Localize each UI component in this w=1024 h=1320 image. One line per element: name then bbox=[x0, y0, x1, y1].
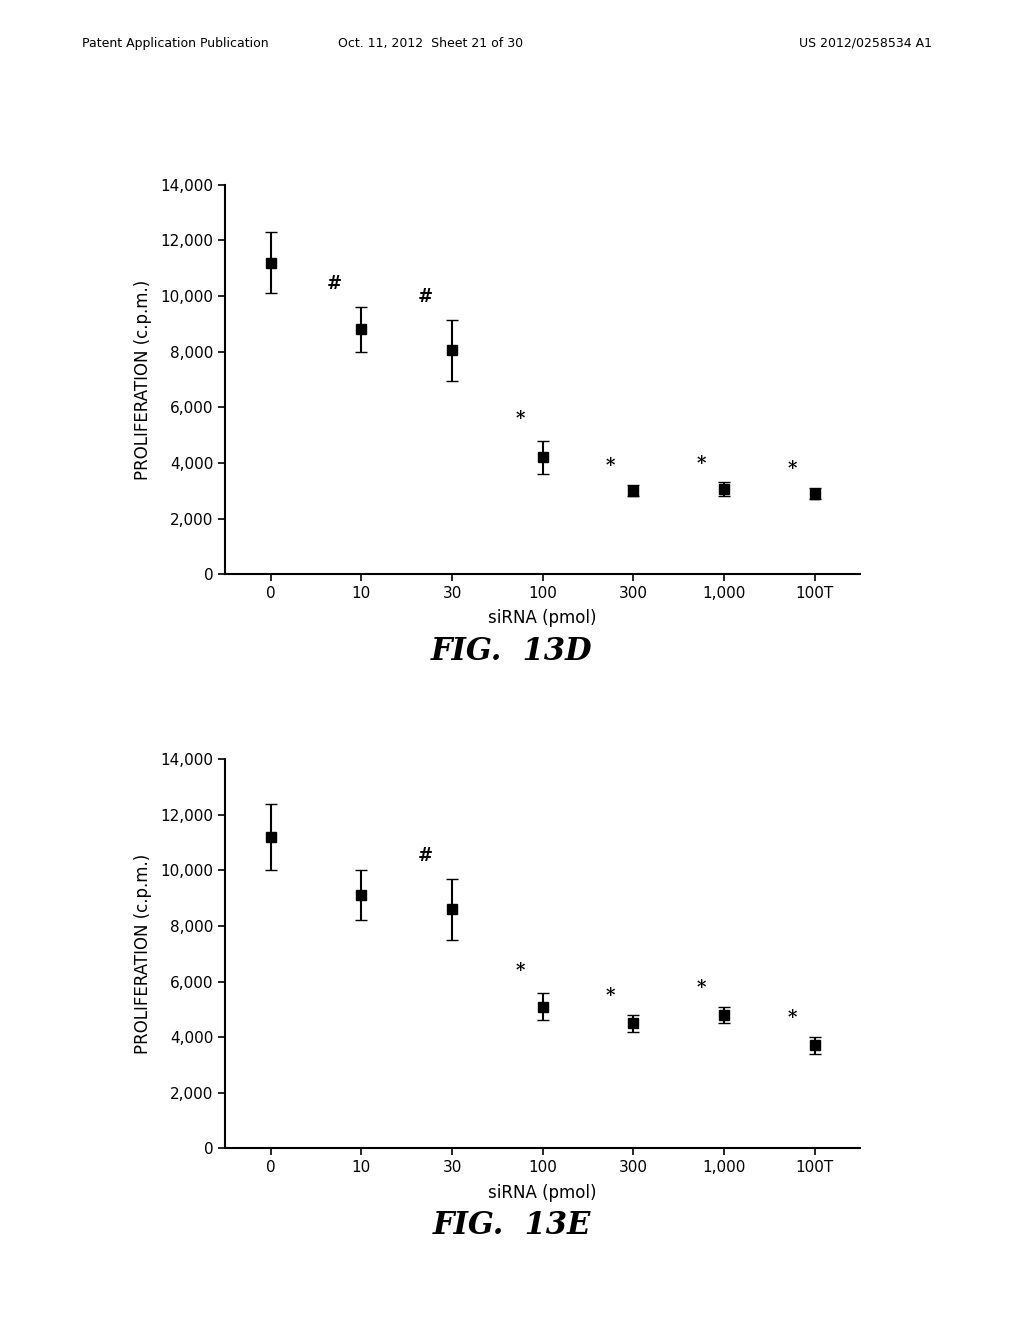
Text: US 2012/0258534 A1: US 2012/0258534 A1 bbox=[799, 37, 932, 50]
Y-axis label: PROLIFERATION (c.p.m.): PROLIFERATION (c.p.m.) bbox=[134, 280, 153, 479]
Text: *: * bbox=[515, 411, 524, 428]
Text: *: * bbox=[787, 1010, 797, 1027]
Text: *: * bbox=[696, 979, 707, 997]
Text: Patent Application Publication: Patent Application Publication bbox=[82, 37, 268, 50]
Text: *: * bbox=[696, 454, 707, 473]
Text: Oct. 11, 2012  Sheet 21 of 30: Oct. 11, 2012 Sheet 21 of 30 bbox=[338, 37, 522, 50]
Text: *: * bbox=[515, 962, 524, 981]
Text: #: # bbox=[417, 288, 432, 306]
Text: FIG.  13E: FIG. 13E bbox=[433, 1210, 591, 1241]
Text: #: # bbox=[327, 276, 342, 293]
Text: *: * bbox=[606, 987, 615, 1005]
X-axis label: siRNA (pmol): siRNA (pmol) bbox=[488, 610, 597, 627]
Y-axis label: PROLIFERATION (c.p.m.): PROLIFERATION (c.p.m.) bbox=[134, 854, 153, 1053]
X-axis label: siRNA (pmol): siRNA (pmol) bbox=[488, 1184, 597, 1201]
Text: *: * bbox=[606, 458, 615, 475]
Text: *: * bbox=[787, 461, 797, 478]
Text: #: # bbox=[417, 846, 432, 865]
Text: FIG.  13D: FIG. 13D bbox=[431, 636, 593, 667]
